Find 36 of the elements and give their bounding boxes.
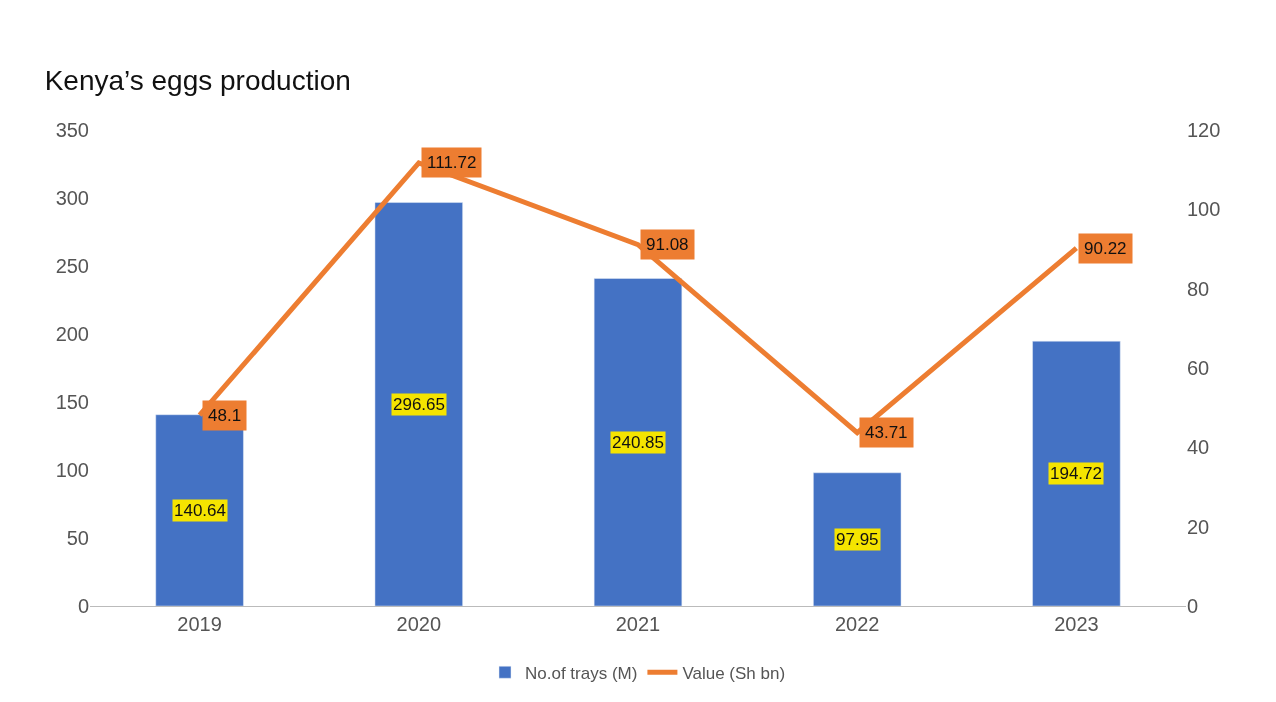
y-tick-label: 100 [55, 459, 89, 481]
data-label: 97.95 [836, 530, 879, 549]
data-label: 90.22 [1084, 239, 1127, 258]
data-label: 296.65 [393, 395, 445, 414]
y2-tick-label: 80 [1187, 277, 1210, 300]
y-tick-label: 50 [66, 527, 89, 549]
legend-label: Value (Sh bn) [682, 663, 786, 683]
data-label: 91.08 [646, 235, 689, 254]
y-tick-label: 200 [55, 323, 89, 345]
data-label: 194.72 [1050, 464, 1102, 483]
bar [374, 202, 463, 606]
x-tick-label: 2022 [834, 613, 880, 635]
x-tick-label: 2023 [1054, 613, 1099, 635]
y2-tick-label: 0 [1187, 595, 1199, 617]
y2-tick-label: 60 [1187, 357, 1210, 379]
y2-tick-label: 100 [1187, 198, 1221, 221]
data-label: 140.64 [174, 501, 226, 520]
y2-tick-label: 40 [1187, 436, 1210, 459]
x-tick-label: 2019 [177, 613, 222, 635]
x-tick-label: 2021 [615, 613, 661, 635]
y2-tick-label: 120 [1187, 119, 1221, 141]
y-tick-label: 300 [55, 187, 89, 209]
chart-title: Kenya’s eggs production [44, 64, 351, 96]
y-tick-label: 0 [77, 595, 89, 617]
data-label: 43.71 [865, 423, 908, 442]
bar [813, 472, 902, 606]
legend-label: No.of trays (M) [525, 663, 638, 683]
y-tick-label: 250 [55, 255, 89, 277]
bar [593, 278, 683, 606]
data-label: 240.85 [612, 433, 664, 452]
y2-tick-label: 20 [1187, 515, 1210, 538]
x-tick-label: 2020 [396, 613, 442, 635]
y-tick-label: 150 [55, 391, 89, 413]
bar [1032, 340, 1121, 606]
y-tick-label: 350 [55, 119, 89, 141]
data-label: 111.72 [427, 153, 477, 172]
